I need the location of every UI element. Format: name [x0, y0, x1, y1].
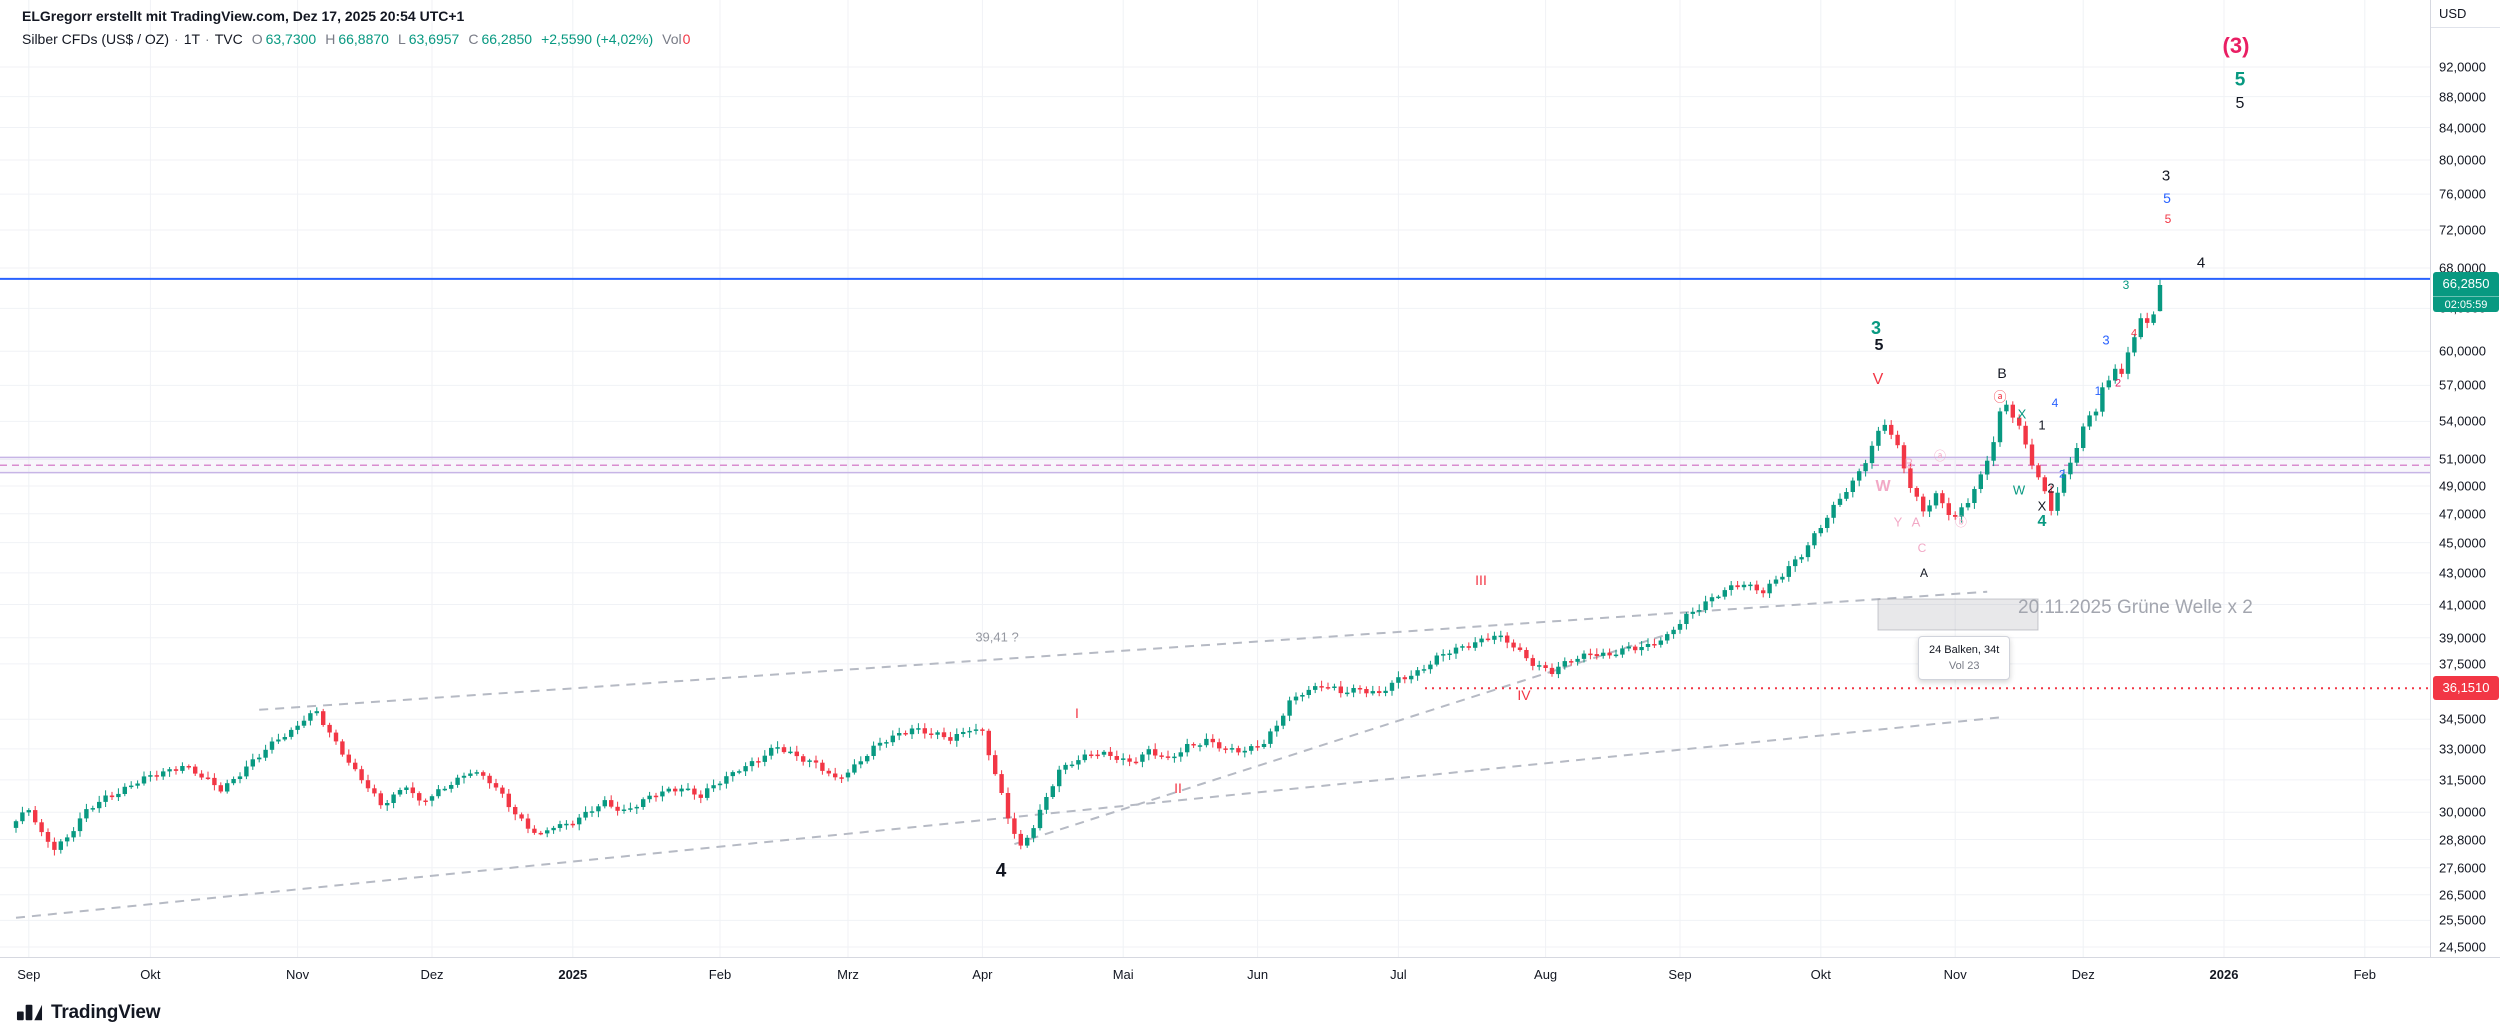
price-tick: 37,5000 [2439, 656, 2486, 672]
price-tick: 47,0000 [2439, 506, 2486, 522]
price-tick: 57,0000 [2439, 377, 2486, 393]
time-tick: Dez [420, 967, 444, 982]
time-tick: Dez [2071, 967, 2095, 982]
price-tick: 76,0000 [2439, 186, 2486, 202]
close-value: 66,2850 [481, 31, 533, 47]
price-tick: 49,0000 [2439, 478, 2486, 494]
time-tick: Nov [286, 967, 310, 982]
price-tick: 43,0000 [2439, 565, 2486, 581]
open-value: 63,7300 [265, 31, 317, 47]
price-tick: 88,0000 [2439, 89, 2486, 105]
tooltip-bars-count: 24 Balken, 34t [1929, 644, 2000, 656]
time-tick: Mrz [837, 967, 859, 982]
exchange-name: TVC [214, 31, 243, 47]
volume-label: Vol [662, 31, 682, 47]
time-tick: Feb [708, 967, 732, 982]
bar-countdown: 02:05:59 [2433, 296, 2499, 312]
time-tick: Mai [1112, 967, 1134, 982]
price-tick: 26,5000 [2439, 887, 2486, 903]
price-tick: 68,0000 [2439, 260, 2486, 276]
price-tick: 33,0000 [2439, 741, 2486, 757]
price-tick: 39,0000 [2439, 630, 2486, 646]
price-tick: 72,0000 [2439, 222, 2486, 238]
high-label: H [325, 31, 336, 47]
price-tick: 31,5000 [2439, 772, 2486, 788]
time-tick: Sep [1668, 967, 1692, 982]
price-tick: 84,0000 [2439, 120, 2486, 135]
last-price-value: 66,2850 [2442, 276, 2490, 291]
time-tick: 2026 [2209, 967, 2239, 982]
time-tick: Okt [1810, 967, 1831, 982]
symbol-bar: Silber CFDs (US$ / OZ) · 1T · TVC O 63,7… [22, 31, 690, 47]
price-tick: 41,0000 [2439, 597, 2486, 612]
symbol-name[interactable]: Silber CFDs (US$ / OZ) [22, 31, 170, 47]
change-value: +2,5590 (+4,02%) [541, 31, 654, 47]
price-tick: 51,0000 [2439, 451, 2486, 467]
tradingview-logo[interactable]: TradingView [16, 999, 161, 1026]
time-tick: Jun [1247, 967, 1269, 982]
measure-tooltip: 24 Balken, 34t Vol 23 [1918, 636, 2011, 680]
price-tick: 45,0000 [2439, 535, 2486, 551]
timeframe[interactable]: 1T [183, 31, 201, 47]
price-tick: 34,5000 [2439, 711, 2486, 727]
price-tick: 30,0000 [2439, 804, 2486, 820]
time-tick: Aug [1534, 967, 1558, 982]
price-tick: 25,5000 [2439, 912, 2486, 928]
time-tick: Jul [1390, 967, 1407, 982]
price-tick: 80,0000 [2439, 152, 2486, 168]
price-tick: 54,0000 [2439, 413, 2486, 429]
price-tick: 27,6000 [2439, 860, 2486, 876]
candlestick-plot [0, 0, 2430, 957]
currency-label: USD [2431, 0, 2500, 28]
low-value: 63,6957 [408, 31, 460, 47]
low-label: L [397, 31, 406, 47]
volume-value: 0 [682, 31, 691, 47]
price-tick: 24,5000 [2439, 939, 2486, 955]
time-tick: 2025 [558, 967, 588, 982]
chart-attribution: ELGregorr erstellt mit TradingView.com, … [22, 8, 465, 24]
measure-note: 20.11.2025 Grüne Welle x 2 [2018, 597, 2253, 618]
time-tick: Nov [1943, 967, 1967, 982]
separator-dot: · [205, 31, 210, 47]
separator-dot: · [174, 31, 179, 47]
close-label: C [468, 31, 479, 47]
high-value: 66,8870 [338, 31, 389, 47]
level-price-badge: 36,1510 [2433, 676, 2499, 701]
last-price-badge: 66,2850 02:05:59 [2433, 272, 2499, 312]
tooltip-volume: Vol 23 [1948, 659, 1980, 672]
price-axis[interactable]: USD 66,2850 02:05:59 36,1510 92,0000 88,0… [2430, 0, 2500, 957]
time-tick: Apr [972, 967, 993, 982]
price-tick: 92,0000 [2439, 59, 2486, 75]
time-tick: Okt [140, 967, 161, 982]
time-axis[interactable]: Sep Okt Nov Dez 2025 Feb Mrz Apr Mai Jun Jul Aug Sep… [0, 957, 2500, 995]
price-tick: 60,0000 [2439, 343, 2486, 359]
open-label: O [251, 31, 263, 47]
price-tick: 28,8000 [2439, 832, 2486, 847]
footer: TradingView [0, 995, 2500, 1035]
tradingview-wordmark: TradingView [51, 1001, 161, 1023]
time-tick: Sep [17, 967, 41, 982]
tradingview-logo-mark [16, 1004, 43, 1021]
time-tick: Feb [2353, 967, 2376, 982]
